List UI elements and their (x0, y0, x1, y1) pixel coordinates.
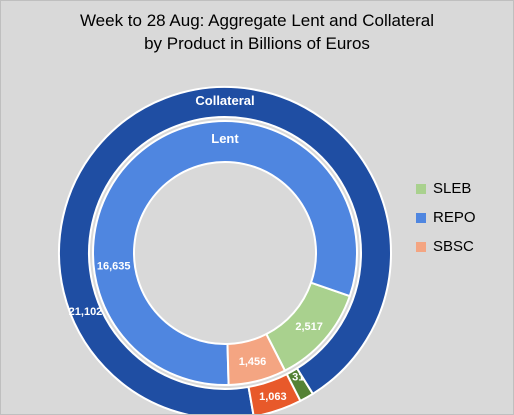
collateral-ring-label: Collateral (195, 93, 254, 108)
lent-slice-sbsc (226, 332, 287, 386)
chart-title: Week to 28 Aug: Aggregate Lent and Colla… (1, 9, 513, 55)
legend-label-repo: REPO (433, 209, 476, 226)
legend-item-sleb: SLEB (416, 174, 476, 203)
collateral-data-label-sbsc: 1,063 (259, 391, 287, 403)
chart-title-line-1: Week to 28 Aug: Aggregate Lent and Colla… (79, 11, 435, 30)
legend-label-sbsc: SBSC (433, 238, 474, 255)
legend-swatch-repo (416, 212, 426, 223)
collateral-data-label-repo: 21,102 (69, 306, 103, 318)
legend-item-repo: REPO (416, 203, 476, 232)
legend-swatch-sbsc (416, 241, 426, 252)
lent-slice-repo (92, 120, 358, 386)
legend-swatch-sleb (416, 183, 426, 194)
lent-data-label-sbsc: 1,456 (239, 356, 267, 368)
chart-title-line-2: by Product in Billions of Euros (144, 34, 370, 53)
collateral-slice-repo (58, 86, 392, 414)
lent-data-label-sleb: 2,517 (295, 321, 323, 333)
legend: SLEB REPO SBSC (416, 174, 476, 261)
lent-ring-label: Lent (211, 131, 239, 146)
legend-item-sbsc: SBSC (416, 232, 476, 261)
legend-label-sleb: SLEB (433, 180, 472, 197)
collateral-slice-sbsc (247, 372, 302, 414)
lent-data-label-repo: 16,635 (97, 260, 131, 272)
